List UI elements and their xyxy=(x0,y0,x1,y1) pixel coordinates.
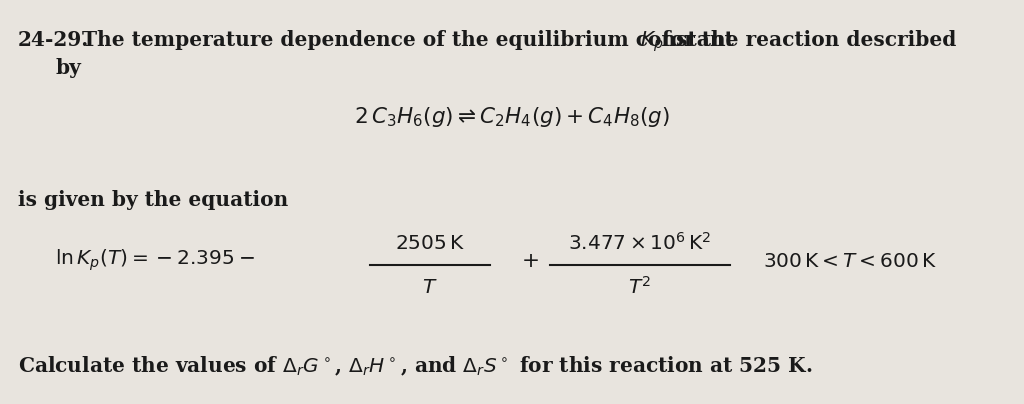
Text: $T^2$: $T^2$ xyxy=(629,276,651,298)
Text: $K_p$: $K_p$ xyxy=(640,30,664,55)
Text: $\mathrm{ln}\,K_p(T) = -2.395 -$: $\mathrm{ln}\,K_p(T) = -2.395 -$ xyxy=(55,247,255,273)
Text: $300\,\mathrm{K} < T < 600\,\mathrm{K}$: $300\,\mathrm{K} < T < 600\,\mathrm{K}$ xyxy=(763,251,937,271)
Text: for the reaction described: for the reaction described xyxy=(662,30,956,50)
Text: $T$: $T$ xyxy=(422,277,438,297)
Text: $2505\,\mathrm{K}$: $2505\,\mathrm{K}$ xyxy=(395,233,465,253)
Text: The temperature dependence of the equilibrium constant: The temperature dependence of the equili… xyxy=(82,30,734,50)
Text: by: by xyxy=(55,58,81,78)
Text: Calculate the values of $\Delta_r G^\circ$, $\Delta_r H^\circ$, and $\Delta_r S^: Calculate the values of $\Delta_r G^\cir… xyxy=(18,355,813,378)
Text: $+$: $+$ xyxy=(521,250,539,272)
Text: $3.477 \times 10^6\,\mathrm{K}^2$: $3.477 \times 10^6\,\mathrm{K}^2$ xyxy=(568,232,712,254)
Text: is given by the equation: is given by the equation xyxy=(18,190,288,210)
Text: $2\,C_3H_6(g) \rightleftharpoons C_2H_4(g) + C_4H_8(g)$: $2\,C_3H_6(g) \rightleftharpoons C_2H_4(… xyxy=(354,105,670,129)
Text: 24-29.: 24-29. xyxy=(18,30,89,50)
